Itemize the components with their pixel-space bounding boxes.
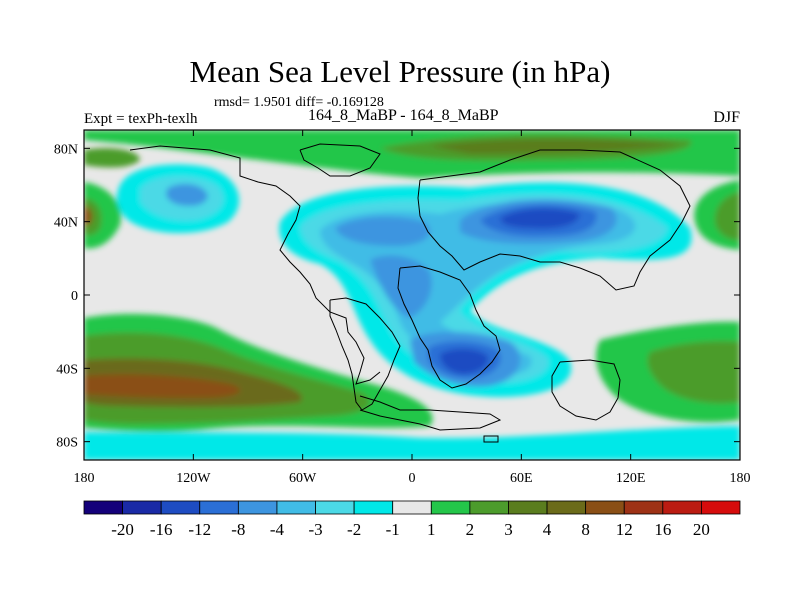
lat-tick-label: 40S — [56, 362, 78, 377]
colorbar-label: -3 — [308, 520, 322, 539]
lat-tick-label: 40N — [54, 216, 78, 231]
colorbar-label: 4 — [543, 520, 552, 539]
colorbar-label: 2 — [466, 520, 475, 539]
colorbar-swatch — [430, 500, 471, 515]
lon-tick-label: 120W — [176, 471, 211, 486]
arctic-positive-inner — [430, 139, 680, 154]
east-pacific-positive-core — [715, 192, 740, 240]
colorbar-label: -2 — [347, 520, 361, 539]
longitude-axis: 180 120W 60W 0 60E 120E 180 — [74, 130, 751, 486]
colorbar-label: -4 — [270, 520, 285, 539]
colorbar-labels: -20 -16 -12 -8 -4 -3 -2 -1 1 2 3 4 8 12 16 20 — [111, 520, 710, 539]
lon-tick-label: 60E — [510, 471, 533, 486]
tropical-low — [370, 255, 432, 318]
colorbar-label: 20 — [693, 520, 710, 539]
colorbar-swatch — [276, 500, 316, 515]
plot-title: Mean Sea Level Pressure (in hPa) — [189, 54, 611, 89]
africa-outline — [397, 265, 501, 389]
lat-tick-label: 80N — [54, 142, 78, 157]
eurasia-outline — [417, 149, 691, 291]
colorbar-label: -8 — [231, 520, 245, 539]
antarctica-outline — [359, 395, 502, 431]
pacific-nw-positive — [84, 148, 140, 168]
colorbar-label: -16 — [150, 520, 173, 539]
lon-tick-label: 60W — [289, 471, 317, 486]
west-pacific-positive-inner — [84, 206, 92, 226]
colorbar-swatch — [662, 500, 702, 515]
colorbar-swatch — [623, 500, 664, 515]
north-america-outline — [129, 145, 381, 385]
south-pacific-positive-peak — [84, 374, 240, 398]
plot-subtitle: 164_8_MaBP - 164_8_MaBP — [308, 107, 499, 124]
colorbar-label: 1 — [427, 520, 436, 539]
colorbar-label: 12 — [616, 520, 633, 539]
colorbar-label: -1 — [386, 520, 400, 539]
colorbar — [83, 500, 741, 515]
australia-outline — [551, 359, 621, 421]
greenland-outline — [299, 143, 381, 177]
season-label: DJF — [713, 109, 740, 126]
south-africa-low-center — [440, 348, 489, 374]
colorbar-label: -12 — [188, 520, 211, 539]
colorbar-label: 16 — [654, 520, 671, 539]
coastlines — [129, 143, 691, 443]
colorbar-label: 3 — [504, 520, 513, 539]
stats-text: rmsd= 1.9501 diff= -0.169128 — [214, 95, 384, 110]
pressure-field — [84, 130, 740, 460]
colorbar-swatch — [122, 500, 162, 515]
colorbar-swatch — [392, 500, 432, 515]
lon-tick-label: 180 — [730, 471, 751, 486]
lon-tick-label: 180 — [74, 471, 95, 486]
colorbar-swatch — [701, 500, 741, 515]
west-pacific-positive-core — [84, 198, 102, 236]
colorbar-swatch — [160, 500, 201, 515]
colorbar-swatch — [315, 500, 355, 515]
lon-tick-label: 120E — [616, 471, 646, 486]
colorbar-swatch — [585, 500, 625, 515]
south-america-outline — [329, 297, 401, 411]
colorbar-swatch — [508, 500, 548, 515]
experiment-label: Expt = texPh-texlh — [84, 111, 198, 127]
central-low-deeper — [335, 216, 431, 246]
south-indian-positive-core — [647, 341, 740, 404]
colorbar-swatch — [469, 500, 509, 515]
colorbar-swatch — [199, 500, 239, 515]
lat-tick-label: 0 — [71, 289, 78, 304]
island-outline — [483, 435, 499, 443]
antarctic-low-band — [84, 426, 740, 460]
colorbar-swatch — [353, 500, 394, 515]
colorbar-label: 8 — [581, 520, 590, 539]
lat-tick-label: 80S — [56, 436, 78, 451]
colorbar-label: -20 — [111, 520, 134, 539]
colorbar-swatch — [83, 500, 123, 515]
lon-tick-label: 0 — [409, 471, 416, 486]
north-pacific-low-core — [166, 183, 208, 206]
colorbar-swatch — [237, 500, 278, 515]
latitude-axis: 80N 40N 0 40S 80S — [54, 142, 740, 451]
asia-low-center — [500, 208, 580, 229]
colorbar-swatch — [546, 500, 587, 515]
